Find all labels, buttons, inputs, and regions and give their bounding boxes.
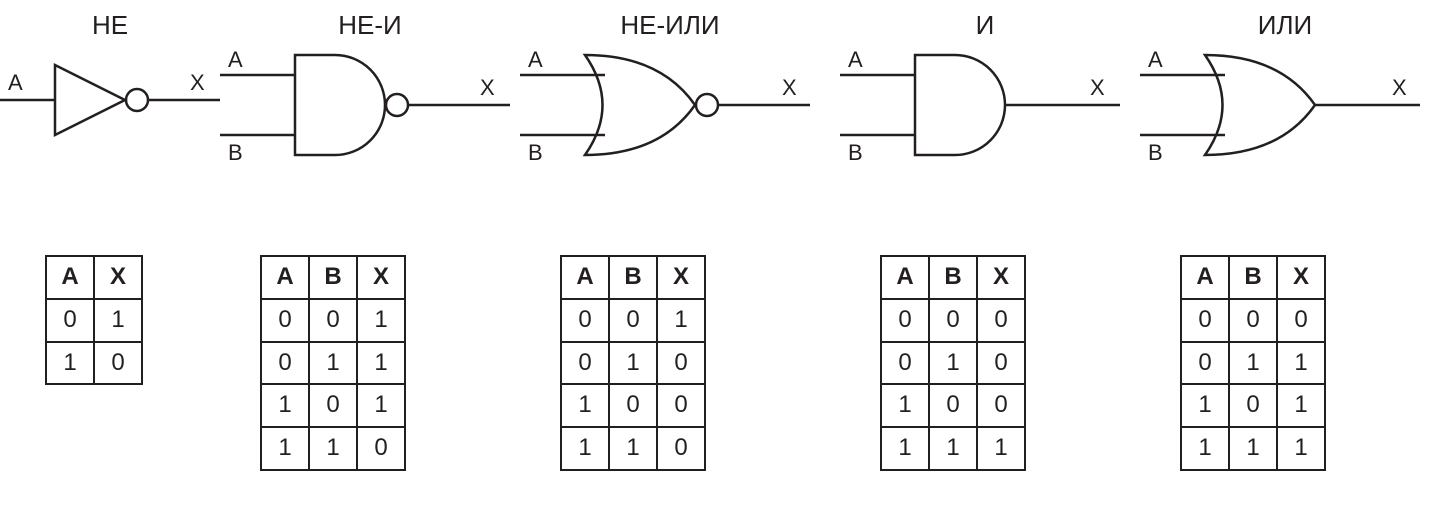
pin-x-label: X: [1392, 75, 1407, 100]
pin-a-label: A: [848, 47, 863, 72]
gate-not-title: НЕ: [0, 10, 220, 41]
col-header: A: [46, 256, 94, 299]
pin-x-label: X: [480, 75, 495, 100]
truth-table-or: ABX 000 011 101 111: [1180, 255, 1326, 471]
col-header: B: [609, 256, 657, 299]
col-header: A: [881, 256, 929, 299]
pin-a-label: A: [228, 47, 243, 72]
table-row: 110: [261, 427, 405, 470]
table-row: 101: [261, 384, 405, 427]
truth-table-and: ABX 000 010 100 111: [880, 255, 1026, 471]
gate-or-symbol: A B X: [1140, 45, 1430, 185]
gate-not-symbol: A X: [0, 45, 220, 185]
pin-a-label: A: [8, 70, 23, 95]
pin-x-label: X: [782, 75, 797, 100]
gate-nor-symbol: A B X: [520, 45, 820, 185]
table-row: 011: [261, 342, 405, 385]
table-row: 011: [1181, 342, 1325, 385]
col-header: X: [657, 256, 705, 299]
table-row: 101: [1181, 384, 1325, 427]
table-row: 01: [46, 299, 142, 342]
table-row: 010: [881, 342, 1025, 385]
pin-b-label: B: [528, 140, 543, 165]
gate-nand-title: НЕ-И: [220, 10, 520, 41]
table-row: 111: [881, 427, 1025, 470]
col-header: X: [94, 256, 142, 299]
col-header: A: [1181, 256, 1229, 299]
gate-and-symbol: A B X: [840, 45, 1130, 185]
col-header: B: [1229, 256, 1277, 299]
truth-table-nand: ABX 001 011 101 110: [260, 255, 406, 471]
pin-a-label: A: [528, 47, 543, 72]
gate-nor-title: НЕ-ИЛИ: [520, 10, 820, 41]
pin-x-label: X: [190, 70, 205, 95]
truth-table-nor: ABX 001 010 100 110: [560, 255, 706, 471]
col-header: X: [1277, 256, 1325, 299]
col-header: X: [357, 256, 405, 299]
table-row: 000: [881, 299, 1025, 342]
table-row: 000: [1181, 299, 1325, 342]
logic-gates-diagram: НЕ A X НЕ-И: [0, 0, 1437, 511]
table-row: 010: [561, 342, 705, 385]
col-header: A: [261, 256, 309, 299]
table-row: 001: [561, 299, 705, 342]
pin-b-label: B: [1148, 140, 1163, 165]
truth-table-not: AX 01 10: [45, 255, 143, 385]
col-header: B: [929, 256, 977, 299]
table-row: 100: [881, 384, 1025, 427]
table-row: 100: [561, 384, 705, 427]
pin-a-label: A: [1148, 47, 1163, 72]
pin-x-label: X: [1090, 75, 1105, 100]
table-row: 10: [46, 342, 142, 385]
col-header: B: [309, 256, 357, 299]
table-row: 001: [261, 299, 405, 342]
col-header: X: [977, 256, 1025, 299]
pin-b-label: B: [848, 140, 863, 165]
table-row: 110: [561, 427, 705, 470]
col-header: A: [561, 256, 609, 299]
table-row: 111: [1181, 427, 1325, 470]
gate-and-title: И: [840, 10, 1130, 41]
pin-b-label: B: [228, 140, 243, 165]
gate-nand-symbol: A B X: [220, 45, 520, 185]
gate-or-title: ИЛИ: [1140, 10, 1430, 41]
